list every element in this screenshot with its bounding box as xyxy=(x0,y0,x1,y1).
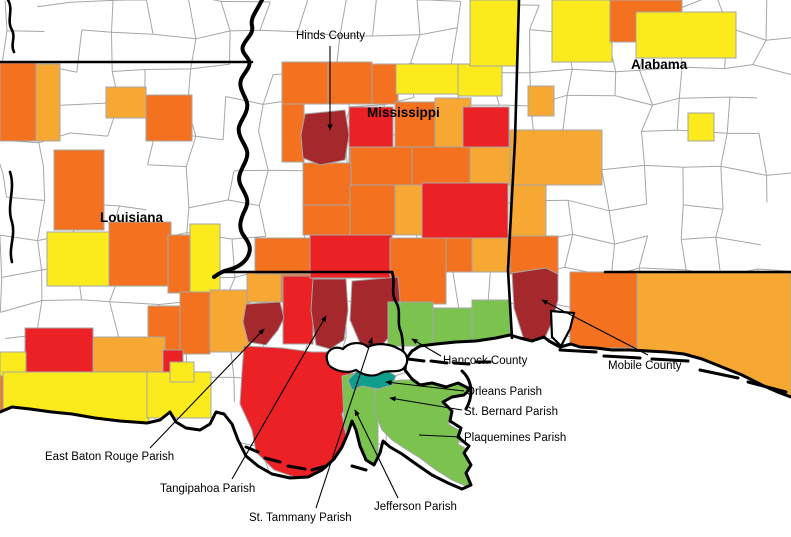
county-region[interactable] xyxy=(349,146,413,186)
callout-label-hinds: Hinds County xyxy=(296,30,365,42)
county-region[interactable] xyxy=(432,307,474,346)
county-region[interactable] xyxy=(179,291,211,355)
county-region[interactable] xyxy=(105,86,147,119)
county-region[interactable] xyxy=(527,85,555,117)
county-region[interactable] xyxy=(145,94,193,142)
county-region[interactable] xyxy=(411,146,471,186)
county-region[interactable] xyxy=(35,63,61,142)
barrier-islands-layer xyxy=(244,348,788,472)
island xyxy=(429,359,449,365)
callout-line-east-baton-rouge xyxy=(149,328,265,449)
county-region[interactable] xyxy=(281,61,329,105)
county-region[interactable] xyxy=(551,0,613,63)
county-region[interactable] xyxy=(395,63,459,95)
county-region[interactable] xyxy=(169,361,195,383)
callout-label-st-tammany: St. Tammany Parish xyxy=(249,512,352,524)
island xyxy=(286,464,307,471)
county-tangipahoa[interactable] xyxy=(310,278,349,350)
county-region[interactable] xyxy=(509,129,603,186)
river-segment xyxy=(8,170,15,264)
county-region[interactable] xyxy=(471,237,509,273)
county-region[interactable] xyxy=(302,204,352,236)
island xyxy=(244,445,260,454)
county-region[interactable] xyxy=(46,231,110,287)
island xyxy=(746,380,788,394)
county-region[interactable] xyxy=(281,103,305,163)
callout-line-st-tammany xyxy=(315,337,373,509)
county-hinds[interactable] xyxy=(300,109,350,166)
county-region[interactable] xyxy=(457,63,503,97)
labels-layer: Louisiana Mississippi Alabama Hinds Coun… xyxy=(45,30,688,524)
state-border-pearl-river xyxy=(390,270,405,352)
callout-label-jefferson: Jefferson Parish xyxy=(374,501,457,513)
county-region[interactable] xyxy=(462,106,510,148)
county-east-baton-rouge[interactable] xyxy=(242,301,285,346)
mississippi-river xyxy=(212,0,264,279)
island xyxy=(452,361,471,366)
callout-line-plaquemines xyxy=(418,434,462,438)
county-region[interactable] xyxy=(327,61,373,105)
lake-pontchartrain xyxy=(325,342,409,377)
callout-line-hancock xyxy=(411,338,442,357)
county-region[interactable] xyxy=(421,182,509,239)
callout-line-orleans xyxy=(385,380,465,392)
county-region[interactable] xyxy=(509,184,547,239)
callout-label-tangipahoa: Tangipahoa Parish xyxy=(160,483,255,495)
county-region[interactable] xyxy=(569,271,641,349)
island xyxy=(558,348,598,354)
county-region[interactable] xyxy=(394,184,424,236)
coastline xyxy=(0,333,791,491)
chandeleur-islands-arc xyxy=(460,369,473,411)
callout-label-orleans: Orleans Parish xyxy=(466,386,542,398)
island xyxy=(650,357,690,363)
state-label-alabama: Alabama xyxy=(631,57,688,72)
county-region[interactable] xyxy=(189,223,221,295)
county-region[interactable] xyxy=(0,62,37,142)
county-region[interactable] xyxy=(92,336,166,376)
gulf-water xyxy=(0,335,791,537)
callout-label-plaquemines: Plaquemines Parish xyxy=(464,432,566,444)
county-region[interactable] xyxy=(302,162,352,206)
callout-lines-layer xyxy=(149,46,649,509)
lakes-layer xyxy=(325,309,576,377)
callout-label-hancock: Hancock County xyxy=(443,355,528,367)
state-borders-layer xyxy=(0,0,791,352)
county-region[interactable] xyxy=(246,271,282,303)
colored-counties-layer xyxy=(0,0,791,489)
callout-label-st-bernard: St. Bernard Parish xyxy=(464,406,558,418)
island xyxy=(698,368,740,380)
state-border-mississippi-alabama xyxy=(506,0,521,340)
callout-line-mobile xyxy=(541,299,649,356)
island xyxy=(263,456,282,464)
county-region[interactable] xyxy=(254,237,312,275)
state-label-louisiana: Louisiana xyxy=(100,210,164,225)
county-region[interactable] xyxy=(469,146,511,186)
county-region[interactable] xyxy=(509,235,559,275)
county-region[interactable] xyxy=(687,112,715,142)
county-region[interactable] xyxy=(108,221,172,287)
state-label-mississippi: Mississippi xyxy=(367,105,440,120)
rivers-layer xyxy=(6,0,264,279)
island xyxy=(350,464,368,472)
county-region[interactable] xyxy=(282,275,314,345)
island xyxy=(406,357,426,363)
county-region[interactable] xyxy=(635,11,737,59)
callout-label-mobile: Mobile County xyxy=(608,360,682,372)
county-region[interactable] xyxy=(53,149,105,231)
callout-line-jefferson xyxy=(354,409,399,499)
county-region[interactable] xyxy=(24,327,94,377)
callout-line-tangipahoa xyxy=(231,315,327,480)
island xyxy=(310,464,328,472)
island xyxy=(602,354,642,360)
county-region[interactable] xyxy=(469,0,519,67)
river-segment xyxy=(6,0,16,54)
mobile-bay xyxy=(549,309,576,348)
callout-line-st-bernard xyxy=(389,396,463,411)
county-hancock[interactable] xyxy=(387,301,434,347)
county-region[interactable] xyxy=(349,184,403,236)
callout-label-east-baton-rouge: East Baton Rouge Parish xyxy=(45,451,174,463)
county-region[interactable] xyxy=(371,63,399,105)
